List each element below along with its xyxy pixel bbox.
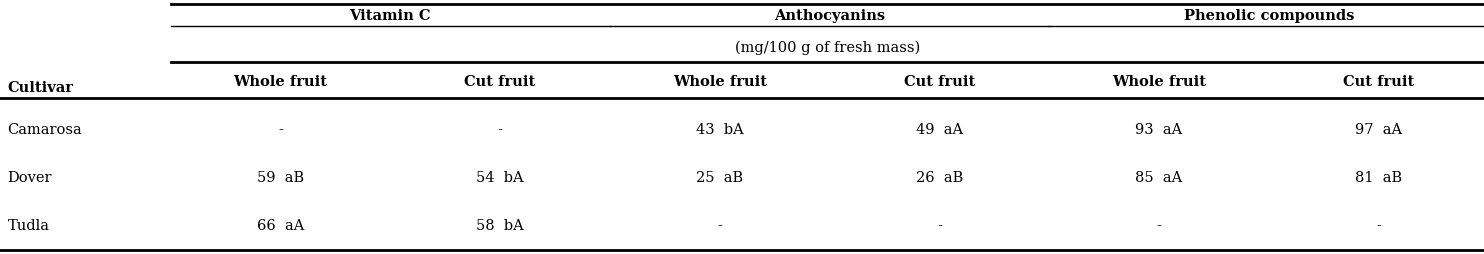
Text: 25  aB: 25 aB bbox=[696, 171, 743, 185]
Text: Camarosa: Camarosa bbox=[7, 123, 82, 137]
Text: Cultivar: Cultivar bbox=[7, 81, 73, 95]
Text: Cut fruit: Cut fruit bbox=[1343, 75, 1414, 89]
Text: -: - bbox=[936, 219, 942, 233]
Text: 81  aB: 81 aB bbox=[1355, 171, 1402, 185]
Text: 59  aB: 59 aB bbox=[257, 171, 304, 185]
Text: 93  aA: 93 aA bbox=[1135, 123, 1183, 137]
Text: 85  aA: 85 aA bbox=[1135, 171, 1183, 185]
Text: Cut fruit: Cut fruit bbox=[904, 75, 975, 89]
Text: 54  bA: 54 bA bbox=[476, 171, 524, 185]
Text: Cut fruit: Cut fruit bbox=[464, 75, 536, 89]
Text: Dover: Dover bbox=[7, 171, 52, 185]
Text: Whole fruit: Whole fruit bbox=[672, 75, 767, 89]
Text: 43  bA: 43 bA bbox=[696, 123, 743, 137]
Text: -: - bbox=[497, 123, 503, 137]
Text: -: - bbox=[278, 123, 283, 137]
Text: Tudla: Tudla bbox=[7, 219, 49, 233]
Text: Whole fruit: Whole fruit bbox=[233, 75, 328, 89]
Text: 49  aA: 49 aA bbox=[916, 123, 963, 137]
Text: 58  bA: 58 bA bbox=[476, 219, 524, 233]
Text: Whole fruit: Whole fruit bbox=[1112, 75, 1206, 89]
Text: -: - bbox=[717, 219, 723, 233]
Text: -: - bbox=[1156, 219, 1162, 233]
Text: Vitamin C: Vitamin C bbox=[350, 9, 430, 23]
Text: Anthocyanins: Anthocyanins bbox=[775, 9, 884, 23]
Text: (mg/100 g of fresh mass): (mg/100 g of fresh mass) bbox=[735, 41, 920, 55]
Text: 26  aB: 26 aB bbox=[916, 171, 963, 185]
Text: -: - bbox=[1376, 219, 1382, 233]
Text: 97  aA: 97 aA bbox=[1355, 123, 1402, 137]
Text: Phenolic compounds: Phenolic compounds bbox=[1184, 9, 1353, 23]
Text: 66  aA: 66 aA bbox=[257, 219, 304, 233]
